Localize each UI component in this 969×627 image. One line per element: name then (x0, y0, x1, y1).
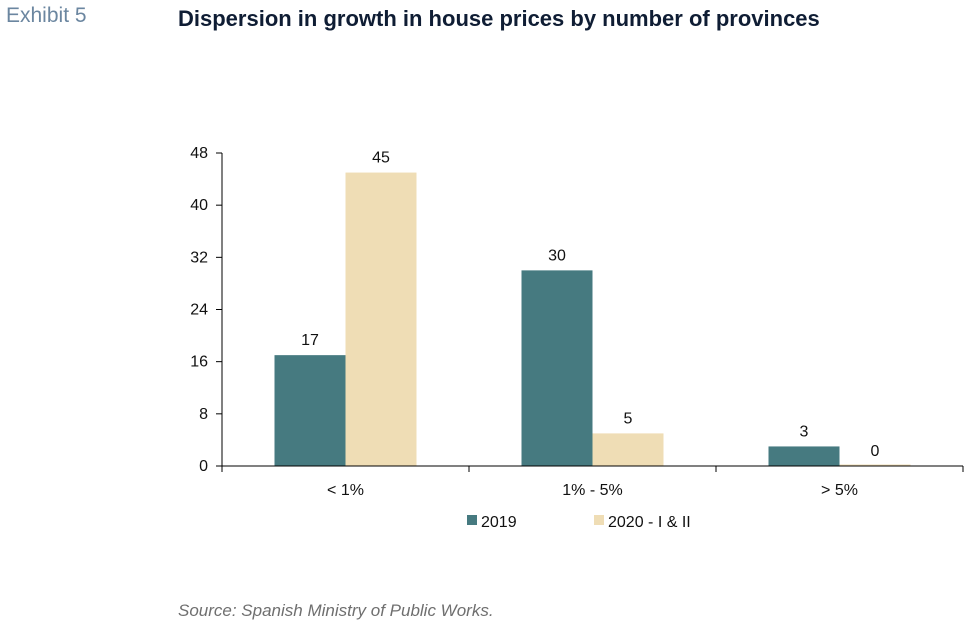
data-label: 3 (800, 423, 809, 440)
data-label: 5 (624, 410, 633, 427)
bar (345, 172, 417, 466)
y-tick-label: 24 (190, 302, 208, 319)
y-tick-label: 40 (190, 197, 208, 214)
data-label: 30 (548, 247, 566, 264)
legend-swatch (467, 515, 477, 525)
bar (592, 433, 664, 466)
plot-area: 17 30 3 45 5 0 0 8 16 24 32 40 48 < 1% 1% - 5% > 5% (190, 145, 964, 499)
legend: 2019 2020 - I & II (467, 514, 691, 531)
y-tick-label: 8 (199, 406, 208, 423)
legend-label: 2019 (481, 514, 517, 531)
exhibit-label: Exhibit 5 (6, 4, 87, 27)
y-tick-label: 48 (190, 145, 208, 162)
bar (768, 446, 840, 466)
bar (274, 355, 346, 466)
y-tick-label: 16 (190, 354, 208, 371)
x-tick-label: 1% - 5% (562, 482, 622, 499)
legend-label: 2020 - I & II (608, 514, 691, 531)
bar (521, 270, 593, 466)
source-note: Source: Spanish Ministry of Public Works… (178, 601, 494, 620)
data-label: 0 (871, 443, 880, 460)
chart-title: Dispersion in growth in house prices by … (178, 6, 820, 31)
x-tick-label: > 5% (821, 482, 858, 499)
y-tick-label: 0 (199, 458, 208, 475)
data-label: 45 (372, 150, 390, 167)
data-label: 17 (301, 332, 319, 349)
legend-swatch (594, 515, 604, 525)
x-tick-label: < 1% (327, 482, 364, 499)
bar (839, 464, 911, 466)
y-tick-label: 32 (190, 249, 208, 266)
